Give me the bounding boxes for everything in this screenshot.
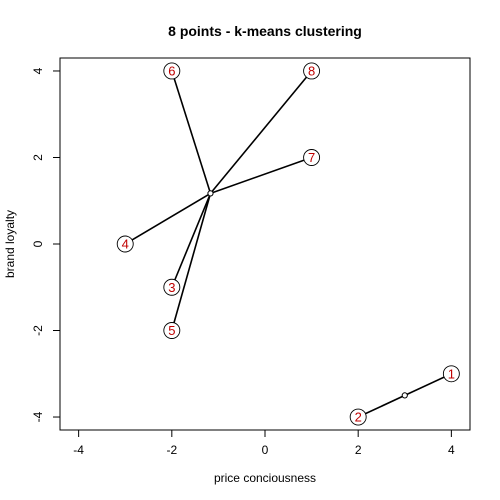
data-point: 6 [163, 62, 181, 80]
cluster-link-line [171, 193, 212, 331]
x-tick-label: 4 [448, 443, 455, 457]
data-point: 1 [442, 365, 460, 383]
cluster-centroids [207, 190, 408, 399]
cluster-link-line [404, 373, 452, 397]
point-label: 4 [122, 237, 129, 252]
cluster-link-line [171, 70, 212, 194]
data-point: 4 [116, 235, 134, 253]
data-points: 1 2 3 4 5 6 7 8 [116, 62, 460, 426]
point-label: 1 [448, 366, 455, 381]
data-point: 2 [349, 408, 367, 426]
x-tick-label: -2 [166, 443, 177, 457]
y-axis: -4 -2 0 2 4 [31, 67, 60, 422]
point-label: 3 [168, 280, 175, 295]
point-marker [163, 278, 181, 296]
chart-title: 8 points - k-means clustering [168, 23, 362, 39]
point-label: 8 [308, 63, 315, 78]
point-marker [349, 408, 367, 426]
cluster-link-line [124, 192, 211, 245]
point-marker [163, 322, 181, 339]
y-axis-label: brand loyalty [3, 210, 17, 278]
cluster-links [124, 70, 452, 418]
point-marker [116, 235, 134, 253]
data-point: 8 [303, 62, 321, 80]
centroid-marker [401, 392, 408, 399]
data-point: 3 [163, 278, 181, 296]
point-label: 7 [308, 150, 315, 165]
point-label: 5 [168, 323, 175, 338]
cluster-link-line [171, 193, 212, 288]
y-tick-label: -2 [31, 325, 45, 336]
cluster-link-line [357, 394, 406, 418]
x-axis-label: price conciousness [214, 471, 316, 485]
y-tick-label: 4 [31, 67, 45, 74]
data-point: 7 [303, 149, 321, 166]
cluster-link-line [209, 70, 313, 194]
cluster-link-line [210, 156, 312, 195]
data-point: 5 [163, 322, 181, 339]
x-axis: -4 -2 0 2 4 [73, 430, 455, 457]
x-tick-label: 0 [262, 443, 269, 457]
y-tick-label: -4 [31, 411, 45, 422]
y-tick-label: 2 [31, 154, 45, 161]
y-tick-label: 0 [31, 240, 45, 247]
centroid-marker [207, 190, 214, 197]
point-label: 6 [168, 63, 175, 78]
point-marker [303, 149, 321, 166]
point-marker [163, 62, 181, 80]
point-marker [442, 365, 460, 383]
x-tick-label: -4 [73, 443, 84, 457]
point-label: 2 [355, 410, 362, 425]
point-marker [303, 62, 321, 80]
x-tick-label: 2 [355, 443, 362, 457]
